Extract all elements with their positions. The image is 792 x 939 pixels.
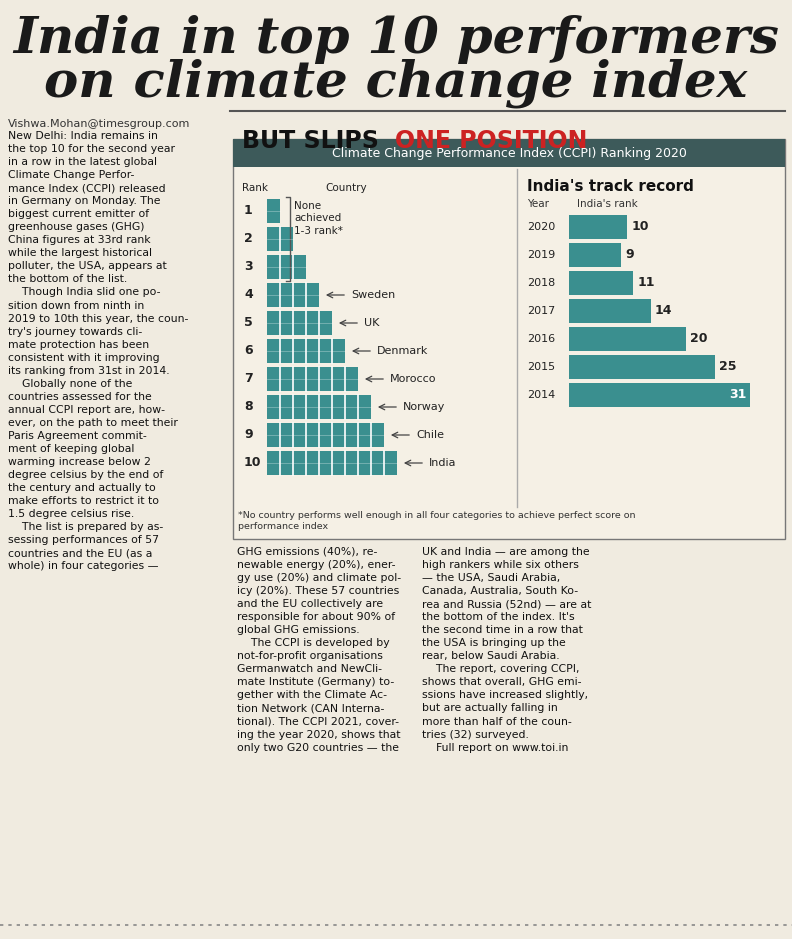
- Bar: [233, 139, 785, 167]
- Text: 6: 6: [244, 345, 253, 358]
- Text: India's rank: India's rank: [577, 199, 638, 209]
- Text: 5: 5: [244, 316, 253, 330]
- Text: 8: 8: [244, 401, 253, 413]
- Text: India: India: [429, 458, 456, 468]
- Text: None
achieved
1-3 rank*: None achieved 1-3 rank*: [294, 201, 343, 236]
- Text: 2: 2: [244, 233, 253, 245]
- Text: 7: 7: [244, 373, 253, 386]
- Text: Denmark: Denmark: [377, 346, 428, 356]
- Text: 14: 14: [655, 304, 672, 317]
- Text: 31: 31: [729, 389, 747, 402]
- Bar: [569, 383, 750, 407]
- Text: 2020: 2020: [527, 222, 555, 232]
- Bar: [569, 299, 650, 323]
- Text: Climate Change Performance Index (CCPI) Ranking 2020: Climate Change Performance Index (CCPI) …: [332, 146, 687, 160]
- Bar: [569, 215, 627, 239]
- Bar: [569, 327, 686, 351]
- Text: Norway: Norway: [403, 402, 445, 412]
- Bar: [569, 355, 714, 379]
- Text: India in top 10 performers: India in top 10 performers: [13, 14, 779, 64]
- Text: Rank: Rank: [242, 183, 268, 193]
- Bar: [267, 311, 332, 335]
- Text: on climate change index: on climate change index: [44, 58, 748, 108]
- Text: Country: Country: [326, 183, 367, 193]
- Text: 1: 1: [244, 205, 253, 218]
- Text: UK and India — are among the
high rankers while six others
— the USA, Saudi Arab: UK and India — are among the high ranker…: [422, 547, 592, 752]
- Bar: [267, 367, 358, 391]
- Bar: [267, 227, 293, 251]
- Text: 3: 3: [244, 260, 253, 273]
- Text: *No country performs well enough in all four categories to achieve perfect score: *No country performs well enough in all …: [238, 511, 635, 531]
- Text: 2018: 2018: [527, 278, 555, 288]
- Bar: [267, 423, 384, 447]
- Text: Chile: Chile: [416, 430, 444, 440]
- Text: 25: 25: [718, 361, 737, 374]
- Text: Sweden: Sweden: [351, 290, 395, 300]
- Text: 9: 9: [626, 249, 634, 261]
- Text: UK: UK: [364, 318, 379, 328]
- Text: Year: Year: [527, 199, 549, 209]
- Text: 2016: 2016: [527, 334, 555, 344]
- Bar: [267, 283, 319, 307]
- Bar: [267, 339, 345, 363]
- Text: 20: 20: [690, 332, 707, 346]
- Bar: [267, 199, 280, 223]
- Text: 2017: 2017: [527, 306, 555, 316]
- Text: India's track record: India's track record: [527, 179, 694, 194]
- Text: 2015: 2015: [527, 362, 555, 372]
- Text: Vishwa.Mohan@timesgroup.com: Vishwa.Mohan@timesgroup.com: [8, 119, 190, 129]
- Text: 4: 4: [244, 288, 253, 301]
- Bar: [267, 255, 306, 279]
- Bar: [569, 243, 622, 267]
- Text: Morocco: Morocco: [390, 374, 436, 384]
- Bar: [233, 139, 785, 539]
- Text: ONE POSITION: ONE POSITION: [395, 129, 588, 153]
- Text: GHG emissions (40%), re-
newable energy (20%), ener-
gy use (20%) and climate po: GHG emissions (40%), re- newable energy …: [237, 547, 401, 752]
- Text: New Delhi: India remains in
the top 10 for the second year
in a row in the lates: New Delhi: India remains in the top 10 f…: [8, 131, 188, 571]
- Text: 10: 10: [631, 221, 649, 234]
- Bar: [267, 451, 397, 475]
- Text: 10: 10: [244, 456, 261, 470]
- Bar: [267, 395, 371, 419]
- Text: 11: 11: [637, 276, 655, 289]
- Text: 2019: 2019: [527, 250, 555, 260]
- Text: BUT SLIPS: BUT SLIPS: [242, 129, 387, 153]
- Bar: [569, 271, 633, 295]
- Text: 2014: 2014: [527, 390, 555, 400]
- Text: 9: 9: [244, 428, 253, 441]
